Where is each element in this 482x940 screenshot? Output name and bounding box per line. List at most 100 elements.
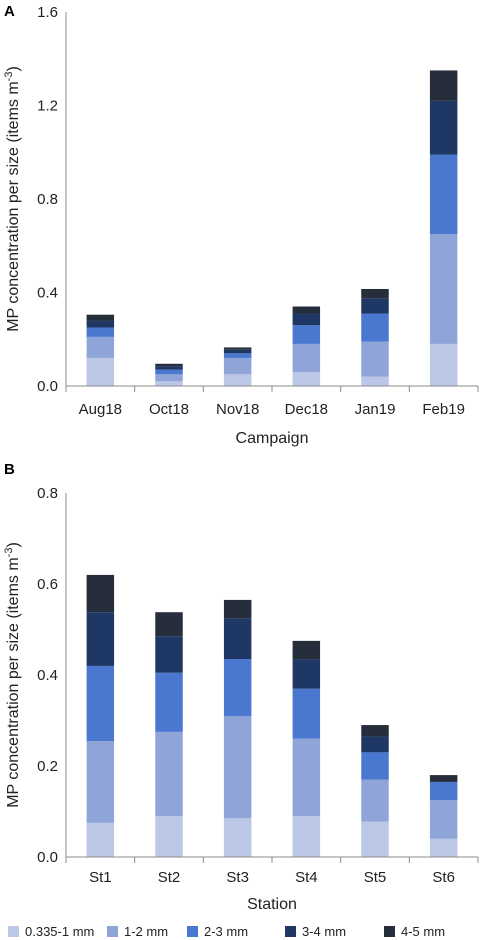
panel-b-y-tick-label: 0.2	[37, 758, 58, 775]
panel-a-x-tick-label: Aug18	[79, 401, 122, 418]
panel-b-x-tick-label: St4	[295, 869, 318, 886]
panel-a-bar-feb19-0-335-1-mm	[429, 343, 458, 386]
panel-b-x-tick-label: St1	[89, 869, 112, 886]
panel-b-bar-st1-0-335-1-mm	[86, 822, 115, 858]
legend-label-0-335-1-mm: 0.335-1 mm	[25, 924, 94, 939]
panel-a-bar-jan19-4-5-mm	[361, 288, 389, 299]
panel-b-bar-st4-0-335-1-mm	[292, 816, 321, 857]
panel-a-bar-nov18-4-5-mm	[223, 347, 252, 350]
panel-b-bar-st6-1-2-mm	[429, 800, 458, 839]
panel-b-bar-st5-4-5-mm	[361, 725, 389, 737]
panel-a-bar-feb19-4-5-mm	[429, 70, 458, 101]
panel-b-bar-st5-3-4-mm	[361, 736, 389, 753]
panel-a-bar-aug18-0-335-1-mm	[86, 357, 115, 386]
legend-swatch-0-335-1-mm	[8, 926, 19, 937]
panel-a-bar-jan19-0-335-1-mm	[361, 376, 389, 386]
panel-a-y-tick-label: 0.0	[37, 378, 58, 395]
panel-b-y-tick-label: 0.6	[37, 576, 58, 593]
panel-b-y-tick-label: 0.4	[37, 667, 58, 684]
panel-b-bar-st3-0-335-1-mm	[223, 818, 252, 857]
panel-a-bar-nov18-1-2-mm	[223, 357, 252, 375]
panel-a-bar-oct18-1-2-mm	[155, 374, 183, 382]
panel-a-bar-jan19-2-3-mm	[361, 313, 389, 342]
panel-b-x-tick-label: St6	[432, 869, 455, 886]
panel-a-x-tick-label: Nov18	[216, 401, 259, 418]
panel-b-bar-st2-3-4-mm	[155, 636, 183, 673]
panel-a-label: A	[4, 3, 15, 20]
panel-b-bar-st6-4-5-mm	[429, 775, 458, 782]
panel-b-bar-st5-2-3-mm	[361, 752, 389, 780]
panel-b-bar-st4-3-4-mm	[292, 659, 321, 689]
panel-b-bar-st6-2-3-mm	[429, 781, 458, 801]
panel-a-bar-feb19-1-2-mm	[429, 234, 458, 344]
panel-b-bar-st5-1-2-mm	[361, 779, 389, 822]
panel-b-bar-st2-4-5-mm	[155, 612, 183, 637]
panel-b-y-tick-label: 0.8	[37, 485, 58, 502]
panel-b-x-tick-label: St2	[158, 869, 181, 886]
panel-a-bar-feb19-2-3-mm	[429, 154, 458, 235]
legend-label-1-2-mm: 1-2 mm	[124, 924, 168, 939]
panel-b-bar-st1-4-5-mm	[86, 574, 115, 613]
panel-a-bar-oct18-0-335-1-mm	[155, 381, 183, 386]
legend-swatch-3-4-mm	[285, 926, 296, 937]
panel-a-bar-oct18-2-3-mm	[155, 369, 183, 375]
panel-a-bar-aug18-4-5-mm	[86, 314, 115, 321]
panel-b-bar-st1-1-2-mm	[86, 740, 115, 823]
panel-b-bar-st2-1-2-mm	[155, 731, 183, 817]
panel-b-bar-st3-4-5-mm	[223, 599, 252, 619]
legend-label-2-3-mm: 2-3 mm	[204, 924, 248, 939]
panel-a-x-tick-label: Feb19	[422, 401, 465, 418]
panel-a-bar-oct18-3-4-mm	[155, 366, 183, 370]
legend: 0.335-1 mm 1-2 mm 2-3 mm 3-4 mm 4-5 mm	[8, 924, 445, 939]
panel-b-x-tick-label: St5	[364, 869, 387, 886]
chart-panel-b: 0.0 0.2 0.4 0.6 0.8 St1 St2 St3 St4 St5 St6 Station…	[3, 485, 479, 913]
legend-label-3-4-mm: 3-4 mm	[302, 924, 346, 939]
panel-a-y-tick-label: 1.6	[37, 4, 58, 21]
panel-b-x-tick-label: St3	[226, 869, 249, 886]
panel-a-bar-dec18-2-3-mm	[292, 325, 321, 344]
panel-b-x-axis-title: Station	[247, 896, 297, 913]
panel-a-bar-jan19-3-4-mm	[361, 298, 389, 314]
panel-a-bar-dec18-0-335-1-mm	[292, 371, 321, 386]
legend-label-4-5-mm: 4-5 mm	[401, 924, 445, 939]
legend-swatch-4-5-mm	[384, 926, 395, 937]
legend-swatch-1-2-mm	[107, 926, 118, 937]
panel-b-bar-st3-3-4-mm	[223, 618, 252, 660]
panel-b-bar-st6-0-335-1-mm	[429, 838, 458, 857]
panel-b-y-axis-title: MP concentration per size (items m-3)	[3, 542, 22, 808]
panel-a-bar-dec18-1-2-mm	[292, 343, 321, 372]
panel-a-bar-nov18-3-4-mm	[223, 349, 252, 354]
panel-a-bar-aug18-3-4-mm	[86, 320, 115, 328]
panel-a-y-tick-label: 0.8	[37, 191, 58, 208]
panel-b-bar-st5-0-335-1-mm	[361, 821, 389, 857]
panel-a-bar-aug18-2-3-mm	[86, 327, 115, 337]
panel-a-bar-nov18-2-3-mm	[223, 353, 252, 358]
panel-a-bar-oct18-4-5-mm	[155, 363, 183, 367]
panel-b-y-tick-label: 0.0	[37, 849, 58, 866]
panel-a-x-axis-title: Campaign	[236, 430, 309, 447]
panel-a-y-tick-label: 0.4	[37, 285, 58, 302]
panel-a-y-axis-title: MP concentration per size (items m-3)	[3, 66, 22, 332]
panel-b-bar-st1-2-3-mm	[86, 665, 115, 741]
panel-a-bar-dec18-3-4-mm	[292, 313, 321, 326]
panel-a-bar-feb19-3-4-mm	[429, 100, 458, 155]
panel-a-x-tick-label: Dec18	[285, 401, 328, 418]
panel-a-x-tick-label: Oct18	[149, 401, 189, 418]
legend-swatch-2-3-mm	[187, 926, 198, 937]
panel-a-bar-nov18-0-335-1-mm	[223, 374, 252, 386]
chart-panel-a: 0.0 0.4 0.8 1.2 1.6 Aug18 Oct18 Nov18 Dec18 Jan19…	[3, 4, 479, 447]
panel-b-bar-st4-4-5-mm	[292, 640, 321, 660]
panel-b-bar-st2-0-335-1-mm	[155, 816, 183, 857]
panel-b-bar-st2-2-3-mm	[155, 672, 183, 732]
panel-b-bar-st4-1-2-mm	[292, 738, 321, 817]
panel-b-bar-st1-3-4-mm	[86, 612, 115, 666]
panel-a-x-tick-label: Jan19	[355, 401, 396, 418]
panel-b-bar-st3-2-3-mm	[223, 659, 252, 716]
panel-a-bar-jan19-1-2-mm	[361, 341, 389, 377]
panel-b-bar-st3-1-2-mm	[223, 715, 252, 819]
panel-a-y-tick-label: 1.2	[37, 98, 58, 115]
panel-a-bar-dec18-4-5-mm	[292, 306, 321, 314]
panel-b-label: B	[4, 461, 15, 478]
panel-a-bar-aug18-1-2-mm	[86, 336, 115, 358]
